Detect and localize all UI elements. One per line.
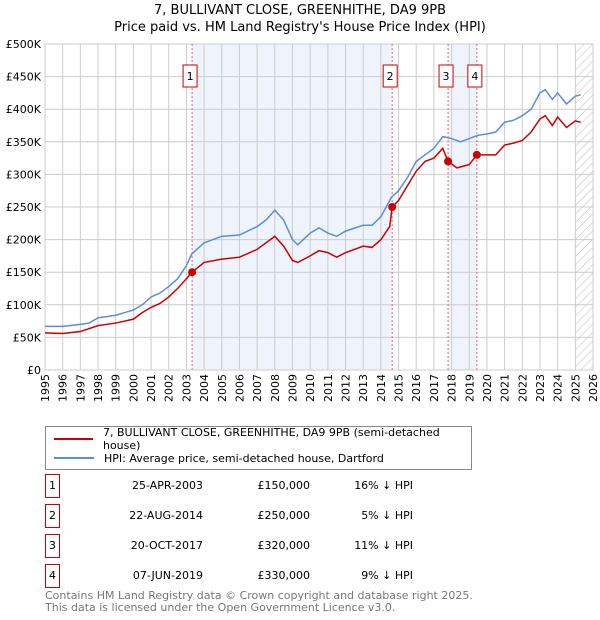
legend-swatch-blue: [54, 457, 94, 459]
legend-label: 7, BULLIVANT CLOSE, GREENHITHE, DA9 9PB …: [102, 426, 440, 452]
footer: Contains HM Land Registry data © Crown c…: [45, 590, 473, 614]
x-tick-label: 2013: [357, 374, 370, 402]
x-tick-label: 2009: [286, 374, 299, 402]
chart-subtitle: Price paid vs. HM Land Registry's House …: [114, 20, 486, 35]
x-tick-label: 2020: [481, 374, 494, 402]
x-tick-label: 2010: [304, 374, 317, 402]
hpi-difference: 16% ↓ HPI: [354, 479, 413, 492]
sale-label: 1: [187, 70, 194, 83]
x-tick-label: 1995: [39, 374, 52, 402]
x-tick-label: 2005: [216, 374, 229, 402]
sale-point: [388, 203, 397, 211]
x-tick-label: 2022: [516, 374, 529, 402]
x-tick-label: 1999: [110, 374, 123, 402]
sale-label-box: [382, 64, 398, 88]
sale-date: 22-AUG-2014: [129, 509, 203, 522]
sale-date: 07-JUN-2019: [132, 569, 203, 582]
sale-label-box: [438, 64, 454, 88]
sale-marker-number: 3: [45, 534, 60, 558]
x-tick-label: 2002: [163, 374, 176, 402]
x-tick-label: 2018: [446, 374, 459, 402]
sale-price: £150,000: [257, 479, 311, 492]
x-tick-label: 2008: [269, 374, 282, 402]
x-tick-label: 2004: [198, 374, 211, 402]
x-tick-label: 2017: [428, 374, 441, 402]
sale-point: [188, 268, 197, 277]
x-tick-label: 2006: [233, 374, 246, 402]
x-tick-label: 1997: [74, 374, 87, 402]
y-tick-label: £50K: [13, 331, 42, 344]
sale-price: £250,000: [257, 509, 311, 522]
y-tick-label: £250K: [6, 201, 42, 214]
x-tick-label: 2026: [587, 374, 600, 402]
sale-point: [472, 150, 481, 159]
sale-marker-number: 1: [45, 474, 60, 498]
sale-price: £320,000: [257, 539, 311, 552]
chart-title: 7, BULLIVANT CLOSE, GREENHITHE, DA9 9PB: [153, 3, 447, 18]
x-tick-label: 2015: [393, 374, 406, 402]
sale-label: 3: [443, 70, 450, 83]
x-tick-label: 2000: [127, 374, 140, 402]
y-tick-label: £450K: [6, 71, 42, 84]
series-line: [44, 114, 581, 335]
sale-label-box: [467, 64, 483, 88]
x-tick-label: 2016: [410, 374, 423, 402]
legend-item-hpi: HPI: Average price, semi-detached house,…: [54, 449, 384, 467]
sale-price: £330,000: [257, 569, 311, 582]
x-tick-label: 2019: [463, 374, 476, 402]
y-tick-label: £150K: [6, 266, 42, 279]
x-tick-label: 1998: [92, 374, 105, 402]
legend-item-property: 7, BULLIVANT CLOSE, GREENHITHE, DA9 9PB …: [54, 426, 471, 452]
hpi-difference: 9% ↓ HPI: [361, 569, 413, 582]
x-tick-label: 2012: [340, 374, 353, 402]
legend: 7, BULLIVANT CLOSE, GREENHITHE, DA9 9PB …: [45, 426, 472, 470]
sale-point: [444, 157, 453, 166]
y-tick-label: £400K: [6, 103, 42, 116]
y-tick-label: £300K: [6, 168, 42, 181]
legend-swatch-red: [54, 438, 93, 440]
x-tick-label: 2021: [499, 374, 512, 402]
y-tick-label: £500K: [6, 38, 42, 51]
y-tick-label: £0: [27, 364, 41, 377]
sale-label: 2: [387, 70, 394, 83]
x-tick-label: 1996: [57, 374, 70, 402]
plot-border: [44, 43, 594, 371]
legend-label: HPI: Average price, semi-detached house,…: [104, 451, 384, 465]
x-tick-label: 2001: [145, 374, 158, 402]
y-tick-label: £350K: [6, 136, 42, 149]
x-tick-label: 2003: [180, 374, 193, 402]
x-tick-label: 2007: [251, 374, 264, 402]
sale-label-box: [182, 64, 198, 88]
sale-marker-number: 2: [45, 504, 60, 528]
sale-date: 25-APR-2003: [131, 479, 203, 492]
x-tick-label: 2014: [375, 374, 388, 402]
x-tick-label: 2011: [322, 374, 335, 402]
sale-date: 20-OCT-2017: [130, 539, 203, 552]
y-tick-label: £200K: [6, 234, 42, 247]
x-tick-label: 2023: [534, 374, 547, 402]
x-tick-label: 2025: [569, 374, 582, 402]
footer-line: Contains HM Land Registry data © Crown c…: [45, 589, 473, 602]
price-chart: 1995 1996 1997 1998 1999 2000 2001 2002 2003 2004…: [6, 38, 600, 402]
footer-line: This data is licensed under the Open Gov…: [45, 601, 396, 614]
hpi-difference: 11% ↓ HPI: [354, 539, 413, 552]
y-tick-label: £100K: [6, 299, 42, 312]
sale-marker-number: 4: [45, 564, 60, 588]
hpi-difference: 5% ↓ HPI: [361, 509, 413, 522]
series-line: [45, 88, 581, 328]
sale-label: 4: [471, 70, 478, 83]
x-tick-label: 2024: [552, 374, 565, 402]
